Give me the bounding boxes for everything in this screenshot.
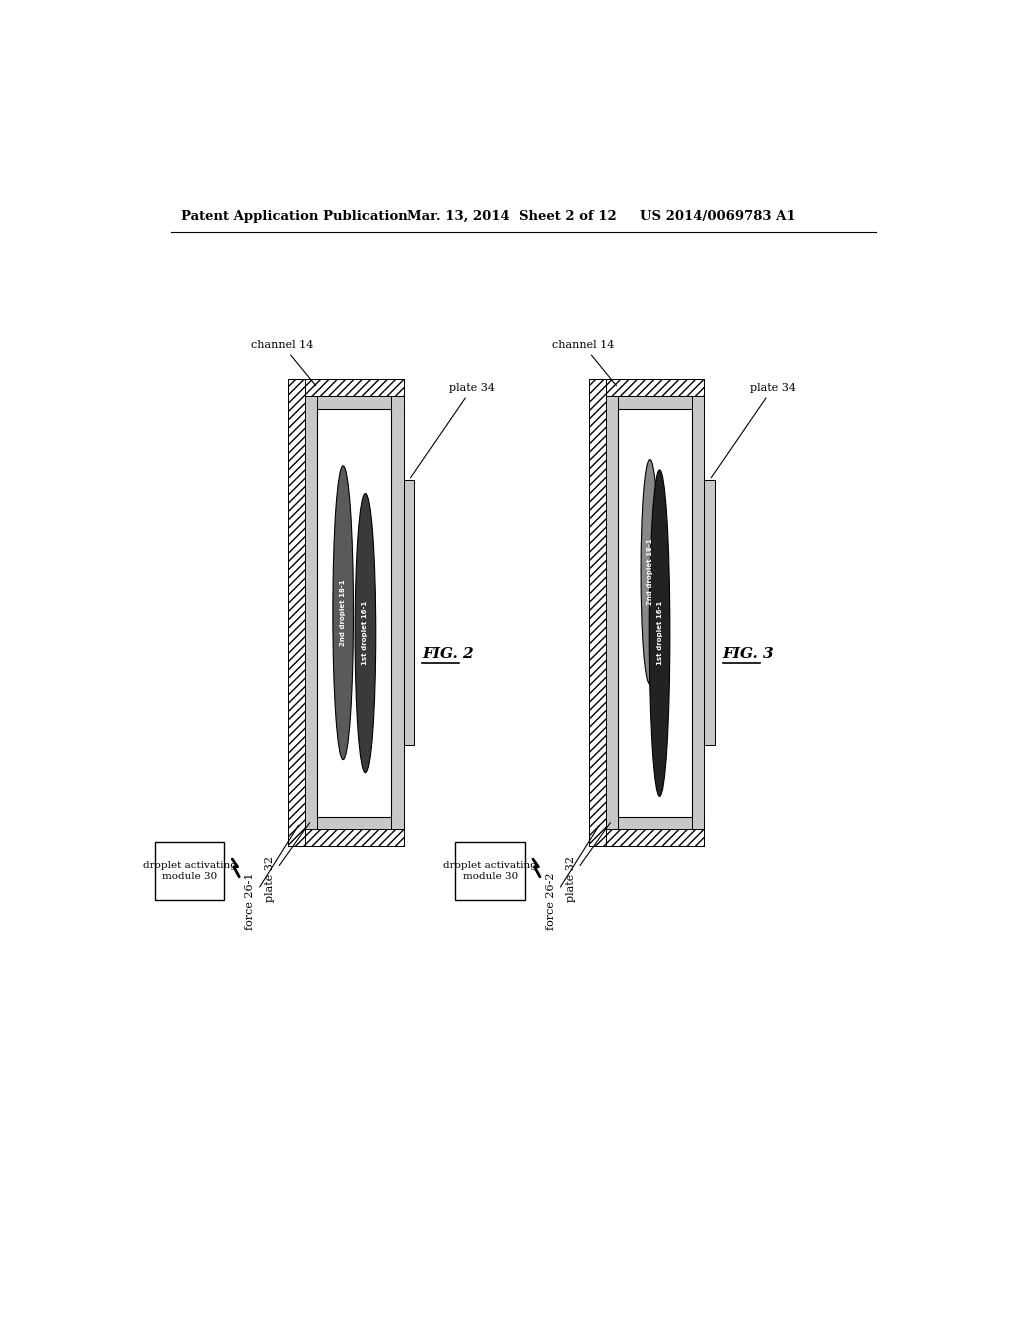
Bar: [456, 842, 525, 900]
Text: FIG. 3: FIG. 3: [723, 647, 774, 660]
Bar: [606, 817, 705, 829]
Text: plate 34: plate 34: [411, 383, 496, 478]
Bar: [305, 817, 403, 829]
Bar: [305, 829, 403, 846]
Text: FIG. 3: FIG. 3: [723, 647, 774, 660]
Text: droplet activating
module 30: droplet activating module 30: [142, 862, 237, 880]
Text: channel 14: channel 14: [552, 341, 616, 385]
Bar: [305, 379, 403, 396]
Bar: [317, 409, 391, 817]
Text: channel 14: channel 14: [252, 341, 315, 385]
Bar: [589, 379, 606, 846]
Text: force 26-1: force 26-1: [246, 825, 299, 931]
Text: 1st droplet 16-1: 1st droplet 16-1: [362, 601, 369, 665]
Text: plate 34: plate 34: [712, 383, 796, 478]
Text: plate 32: plate 32: [265, 822, 309, 902]
Bar: [305, 829, 403, 846]
Ellipse shape: [649, 470, 670, 796]
Bar: [403, 480, 415, 746]
Bar: [606, 396, 618, 829]
Text: FIG. 2: FIG. 2: [422, 647, 474, 660]
Bar: [305, 396, 403, 409]
Bar: [305, 379, 403, 396]
Text: plate 32: plate 32: [565, 822, 610, 902]
Bar: [155, 842, 224, 900]
Bar: [391, 396, 403, 829]
Bar: [618, 409, 692, 817]
Bar: [606, 829, 705, 846]
Bar: [606, 829, 705, 846]
Text: FIG. 2: FIG. 2: [422, 647, 474, 660]
Bar: [692, 396, 705, 829]
Text: force 26-2: force 26-2: [546, 825, 599, 931]
Bar: [288, 379, 305, 846]
Bar: [606, 379, 705, 396]
Text: US 2014/0069783 A1: US 2014/0069783 A1: [640, 210, 795, 223]
Bar: [606, 396, 705, 409]
Ellipse shape: [355, 494, 376, 772]
Bar: [606, 379, 705, 396]
Ellipse shape: [641, 459, 658, 684]
Bar: [305, 396, 317, 829]
Bar: [288, 379, 305, 846]
Text: 2nd droplet 18-1: 2nd droplet 18-1: [647, 539, 653, 605]
Text: 1st droplet 16-1: 1st droplet 16-1: [656, 601, 663, 665]
Text: Patent Application Publication: Patent Application Publication: [180, 210, 408, 223]
Text: 2nd droplet 18-1: 2nd droplet 18-1: [340, 579, 346, 645]
Bar: [705, 480, 715, 746]
Text: droplet activating
module 30: droplet activating module 30: [443, 862, 538, 880]
Ellipse shape: [333, 466, 353, 759]
Text: Mar. 13, 2014  Sheet 2 of 12: Mar. 13, 2014 Sheet 2 of 12: [407, 210, 616, 223]
Bar: [589, 379, 606, 846]
